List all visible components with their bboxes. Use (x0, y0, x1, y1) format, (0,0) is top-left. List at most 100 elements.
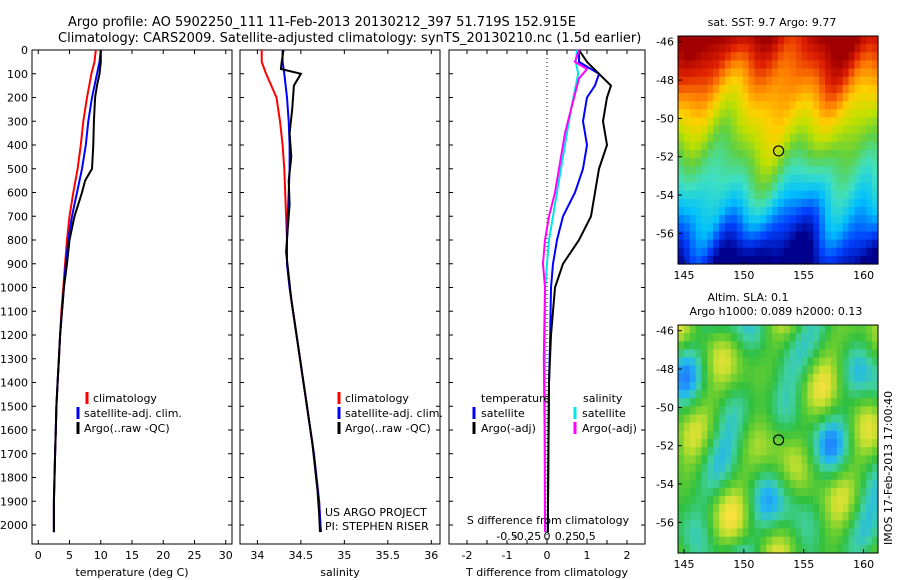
map-cell (848, 76, 856, 86)
map-cell (778, 447, 785, 456)
map-cell (701, 520, 709, 530)
map-cell (742, 422, 750, 432)
map-cell (860, 84, 867, 94)
map-cell (748, 239, 756, 249)
y-tick-label: 700 (7, 210, 28, 223)
map-cell (819, 166, 826, 176)
map-cell (742, 479, 750, 489)
map-cell (842, 439, 850, 448)
map-cell (736, 496, 744, 505)
map-cell (742, 150, 750, 159)
map-cell (825, 479, 832, 489)
map-cell (760, 150, 767, 159)
map-cell (789, 544, 797, 554)
map-cell (713, 398, 720, 408)
map-cell (707, 198, 714, 208)
map-cell (872, 447, 879, 456)
map-cell (807, 207, 814, 216)
map-cell (683, 223, 691, 233)
map-cell (730, 536, 738, 546)
map-cell (848, 133, 856, 143)
map-cell (689, 455, 697, 465)
map-cell (713, 101, 720, 110)
map-cell (742, 215, 750, 224)
map-cell (842, 239, 850, 249)
map-cell (754, 341, 761, 351)
map-cell (866, 479, 873, 489)
map-cell (713, 68, 720, 78)
map-cell (719, 52, 726, 62)
map-cell (707, 255, 714, 265)
map-cell (683, 133, 691, 143)
map-cell (807, 239, 814, 249)
map-cell (813, 182, 820, 192)
map-cell (801, 365, 809, 375)
map-cell (866, 544, 873, 554)
map-cell (825, 150, 832, 159)
map-cell (748, 365, 756, 375)
map-cell (730, 439, 738, 448)
map-cell (725, 512, 732, 522)
legend-label-s-satellite: satellite (582, 407, 626, 420)
map-cell (748, 512, 756, 522)
map-cell (866, 125, 873, 135)
map-cell (725, 349, 732, 359)
map-cell (783, 93, 791, 102)
map-cell (689, 182, 697, 192)
map-cell (695, 487, 703, 497)
map-cell (725, 60, 732, 70)
map-cell (707, 349, 714, 359)
map-cell (766, 239, 773, 249)
map-cell (748, 422, 756, 432)
map-cell (736, 471, 744, 481)
map-cell (725, 117, 732, 127)
map-cell (848, 198, 856, 208)
map-cell (748, 504, 756, 513)
map-cell (736, 447, 744, 456)
map-cell (783, 174, 791, 184)
map-cell (760, 390, 767, 399)
map-cell (689, 439, 697, 448)
map-cell (760, 141, 767, 151)
salinity-axis-label: salinity (320, 566, 360, 579)
map-cell (689, 52, 697, 62)
map-cell (725, 109, 732, 119)
map-cell (807, 93, 814, 102)
map-cell (683, 544, 691, 554)
map-cell (678, 231, 685, 241)
map-cell (801, 471, 809, 481)
map-cell (866, 487, 873, 497)
map-cell (854, 536, 861, 546)
credit-project: US ARGO PROJECT (325, 506, 427, 519)
map-cell (819, 398, 826, 408)
map-cell (742, 406, 750, 416)
map-cell (789, 101, 797, 110)
map-cell (713, 182, 720, 192)
map-cell (854, 422, 861, 432)
map-cell (854, 44, 861, 53)
map-cell (836, 215, 844, 224)
map-cell (772, 536, 779, 546)
map-cell (754, 141, 761, 151)
map-cell (730, 463, 738, 473)
map-cell (689, 528, 697, 538)
map-cell (760, 198, 767, 208)
map-cell (866, 239, 873, 249)
map-cell (719, 504, 726, 513)
map-cell (760, 125, 767, 135)
map-cell (772, 60, 779, 70)
map-cell (742, 325, 750, 334)
difference-panel (448, 49, 646, 545)
map-cell (848, 390, 856, 399)
map-cell (689, 325, 697, 334)
map-cell (725, 84, 732, 94)
map-cell (825, 455, 832, 465)
map-cell (836, 44, 844, 53)
map-cell (701, 430, 709, 440)
map-cell (872, 231, 879, 241)
map-cell (736, 512, 744, 522)
map-cell (819, 357, 826, 367)
map-cell (778, 190, 785, 200)
y-tick-label: -48 (656, 363, 674, 376)
map-cell (713, 239, 720, 249)
